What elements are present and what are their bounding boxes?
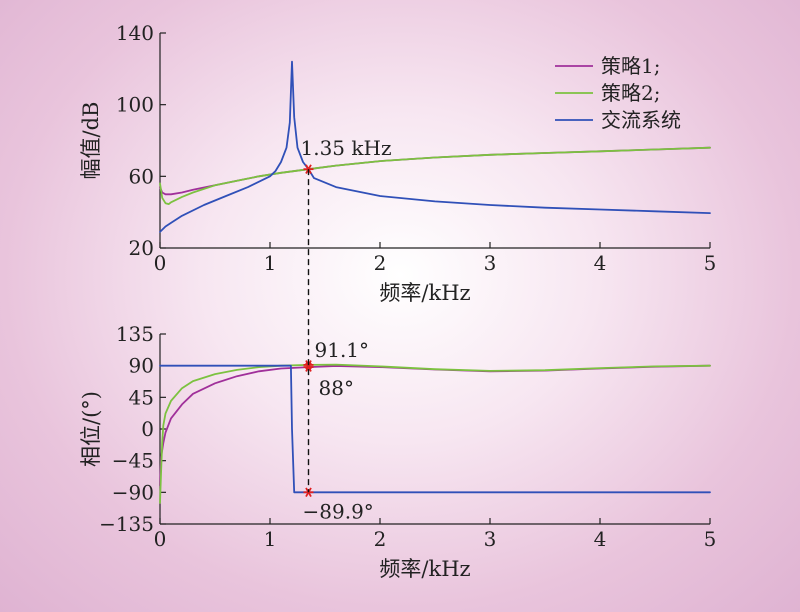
y-tick-label: 0 bbox=[141, 417, 154, 441]
x-tick-label: 1 bbox=[264, 251, 277, 275]
series-line bbox=[159, 146, 711, 196]
x-tick-label: 5 bbox=[704, 251, 717, 275]
x-tick-label: 3 bbox=[484, 527, 497, 551]
annotation-label: 1.35 kHz bbox=[301, 136, 392, 160]
series-line bbox=[159, 146, 711, 206]
phase-plot: 0 1 2 3 4 5−135−90−4504590135频率/kHz相位/(°)91.1… bbox=[79, 322, 716, 581]
series-line bbox=[159, 60, 711, 233]
legend-label: 策略2; bbox=[601, 81, 660, 105]
y-tick-label: 90 bbox=[129, 354, 154, 378]
x-tick-label: 2 bbox=[374, 527, 387, 551]
annotation-label: −89.9° bbox=[303, 499, 374, 523]
x-tick-label: 2 bbox=[374, 251, 387, 275]
annotation-label: 91.1° bbox=[315, 338, 370, 362]
series-line bbox=[159, 364, 711, 487]
x-tick-label: 3 bbox=[484, 251, 497, 275]
annotation-label: 88° bbox=[319, 376, 354, 400]
legend-label: 交流系统 bbox=[601, 108, 681, 132]
x-axis-label: 频率/kHz bbox=[379, 281, 470, 305]
y-tick-label: 60 bbox=[129, 164, 154, 188]
magnitude-plot: 0 1 2 3 4 5 20 60 100 140 频率/kHz 幅值/dB 策略1; 策略2; 交流系统 1… bbox=[79, 21, 716, 305]
x-axis-label: 频率/kHz bbox=[379, 557, 470, 581]
x-tick-label: 4 bbox=[594, 251, 607, 275]
y-tick-label: 20 bbox=[129, 236, 154, 260]
series-line bbox=[159, 363, 711, 504]
y-tick-label: 140 bbox=[116, 21, 154, 45]
series-line bbox=[159, 364, 711, 494]
x-tick-label: 0 bbox=[154, 527, 167, 551]
y-axis-label: 幅值/dB bbox=[79, 102, 103, 180]
y-axis-label: 相位/(°) bbox=[79, 391, 103, 467]
y-tick-label: 135 bbox=[116, 322, 154, 346]
y-tick-label: 45 bbox=[129, 385, 154, 409]
y-tick-label: −45 bbox=[112, 449, 154, 473]
marker-star bbox=[303, 362, 314, 372]
x-tick-label: 5 bbox=[704, 527, 717, 551]
x-tick-label: 1 bbox=[264, 527, 277, 551]
legend-label: 策略1; bbox=[601, 54, 660, 78]
y-tick-label: 100 bbox=[116, 93, 154, 117]
y-tick-label: −135 bbox=[99, 512, 154, 536]
marker-stroke bbox=[305, 362, 312, 372]
x-tick-label: 0 bbox=[154, 251, 167, 275]
y-tick-label: −90 bbox=[112, 480, 154, 504]
x-tick-label: 4 bbox=[594, 527, 607, 551]
